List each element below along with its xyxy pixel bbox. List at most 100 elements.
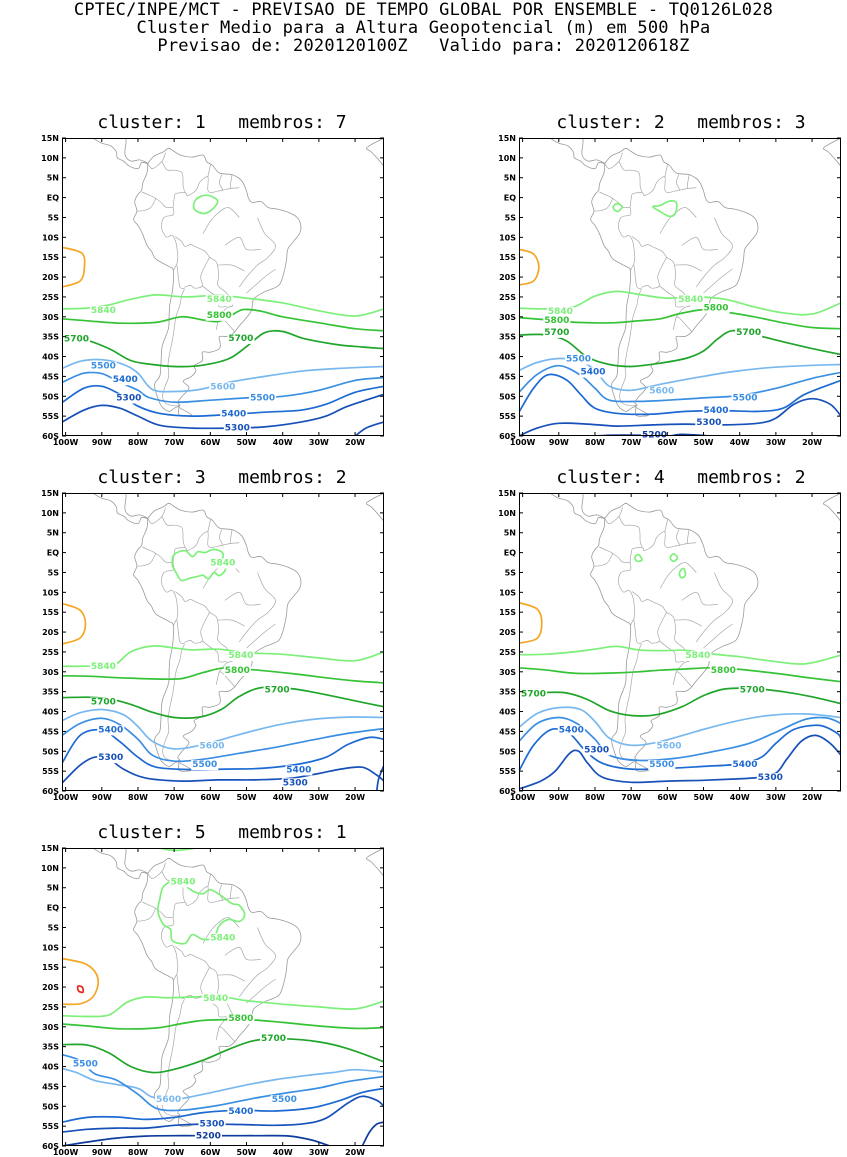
label-background xyxy=(63,334,91,345)
contour-label: 5840 xyxy=(548,307,573,317)
lon-tick-label: 70W xyxy=(621,793,641,802)
lat-tick-label: 35S xyxy=(42,688,59,697)
country-border xyxy=(631,236,692,332)
contour-5600 xyxy=(62,358,384,393)
contour-label: 5300 xyxy=(200,1119,225,1129)
lat-tick-label: 15S xyxy=(499,253,516,262)
country-border xyxy=(207,874,212,887)
lon-tick-label: 30W xyxy=(766,793,786,802)
lat-tick-label: 55S xyxy=(42,1122,59,1131)
country-border xyxy=(641,612,667,644)
contour-5500 xyxy=(519,716,841,762)
lat-tick-label: 5N xyxy=(47,174,59,183)
contour-5880 xyxy=(62,957,100,1006)
label-background xyxy=(205,310,233,321)
label-background xyxy=(169,877,197,888)
lat-tick-label: 30S xyxy=(42,313,59,322)
country-border xyxy=(618,531,697,621)
lat-tick-label: 35S xyxy=(499,688,516,697)
contour-5840 xyxy=(612,202,623,213)
contour-5800 xyxy=(62,666,384,684)
lat-tick-label: 10S xyxy=(499,233,516,242)
country-border xyxy=(136,191,156,212)
country-border xyxy=(674,619,702,627)
lat-tick-label: 60S xyxy=(42,787,59,796)
lon-tick-label: 40W xyxy=(273,1148,293,1157)
country-border xyxy=(217,619,245,627)
country-border xyxy=(217,974,245,982)
country-border xyxy=(184,257,210,289)
lon-tick-label: 90W xyxy=(549,793,569,802)
lat-tick-label: 5N xyxy=(47,884,59,893)
contour-5840 xyxy=(678,567,687,579)
contour-label: 5300 xyxy=(116,394,141,404)
label-background xyxy=(249,393,277,404)
lon-tick-label: 100W xyxy=(53,438,79,447)
label-background xyxy=(684,651,712,662)
contour-5600 xyxy=(519,357,841,392)
label-background xyxy=(227,1107,255,1117)
country-border xyxy=(577,78,595,98)
label-background xyxy=(205,294,233,305)
lat-tick-label: 40S xyxy=(499,353,516,362)
label-background xyxy=(543,327,571,338)
country-border xyxy=(207,164,212,177)
contour-label: 5800 xyxy=(711,666,736,676)
contour-label: 5400 xyxy=(113,375,138,385)
country-border xyxy=(703,623,733,649)
label-background xyxy=(702,406,730,417)
label-background xyxy=(655,741,683,752)
panel-3-title: cluster: 3 membros: 2 xyxy=(97,467,347,488)
contour-5840 xyxy=(62,995,384,1018)
country-border xyxy=(659,562,697,589)
contour-label: 5300 xyxy=(98,753,123,763)
lon-tick-label: 30W xyxy=(309,793,329,802)
contour-5300 xyxy=(519,397,841,436)
contour-label: 5800 xyxy=(544,316,569,326)
label-background xyxy=(735,327,763,338)
lat-tick-label: 60S xyxy=(499,787,516,796)
label-background xyxy=(738,685,766,696)
country-border xyxy=(672,672,677,685)
lat-tick-label: 25S xyxy=(42,648,59,657)
lat-tick-label: 40S xyxy=(42,353,59,362)
lat-tick-label: 15N xyxy=(41,134,59,143)
lat-tick-label: 45S xyxy=(499,727,516,736)
lat-tick-label: 5N xyxy=(504,529,516,538)
label-background xyxy=(89,361,117,372)
country-border xyxy=(674,264,702,272)
lon-tick-label: 100W xyxy=(53,1148,79,1157)
country-border xyxy=(161,161,186,193)
lat-tick-label: 5N xyxy=(47,529,59,538)
panel-1-title: cluster: 1 membros: 7 xyxy=(97,112,347,133)
label-background xyxy=(756,773,784,784)
country-border xyxy=(618,516,643,548)
lat-tick-label: 25S xyxy=(499,293,516,302)
country-border xyxy=(703,268,733,294)
map-panel-1: 5840 5840 5800 5700 5700 5500 5400 5600 5300 5500… xyxy=(41,134,384,447)
country-border xyxy=(681,591,719,606)
contour-label: 5700 xyxy=(544,328,569,338)
lon-tick-label: 100W xyxy=(53,793,79,802)
central-america-coastline xyxy=(549,493,605,525)
contour-5400 xyxy=(519,373,841,416)
lat-tick-label: 50S xyxy=(499,747,516,756)
label-background xyxy=(565,354,593,365)
lat-tick-label: EQ xyxy=(504,194,516,203)
country-border xyxy=(136,546,156,567)
contour-5300 xyxy=(519,734,841,790)
contour-label: 5600 xyxy=(156,1095,181,1105)
lon-tick-label: 90W xyxy=(549,438,569,447)
contour-5600 xyxy=(62,708,384,750)
lat-tick-label: 10S xyxy=(42,943,59,952)
country-border xyxy=(217,264,245,272)
contour-label: 5800 xyxy=(228,1014,253,1024)
contour-label: 5840 xyxy=(678,295,703,305)
country-border xyxy=(229,884,233,899)
contour-label: 5700 xyxy=(736,328,761,338)
lon-tick-label: 100W xyxy=(510,793,536,802)
country-border xyxy=(174,236,235,332)
lat-tick-label: 5S xyxy=(48,569,60,578)
lon-tick-label: 70W xyxy=(164,1148,184,1157)
